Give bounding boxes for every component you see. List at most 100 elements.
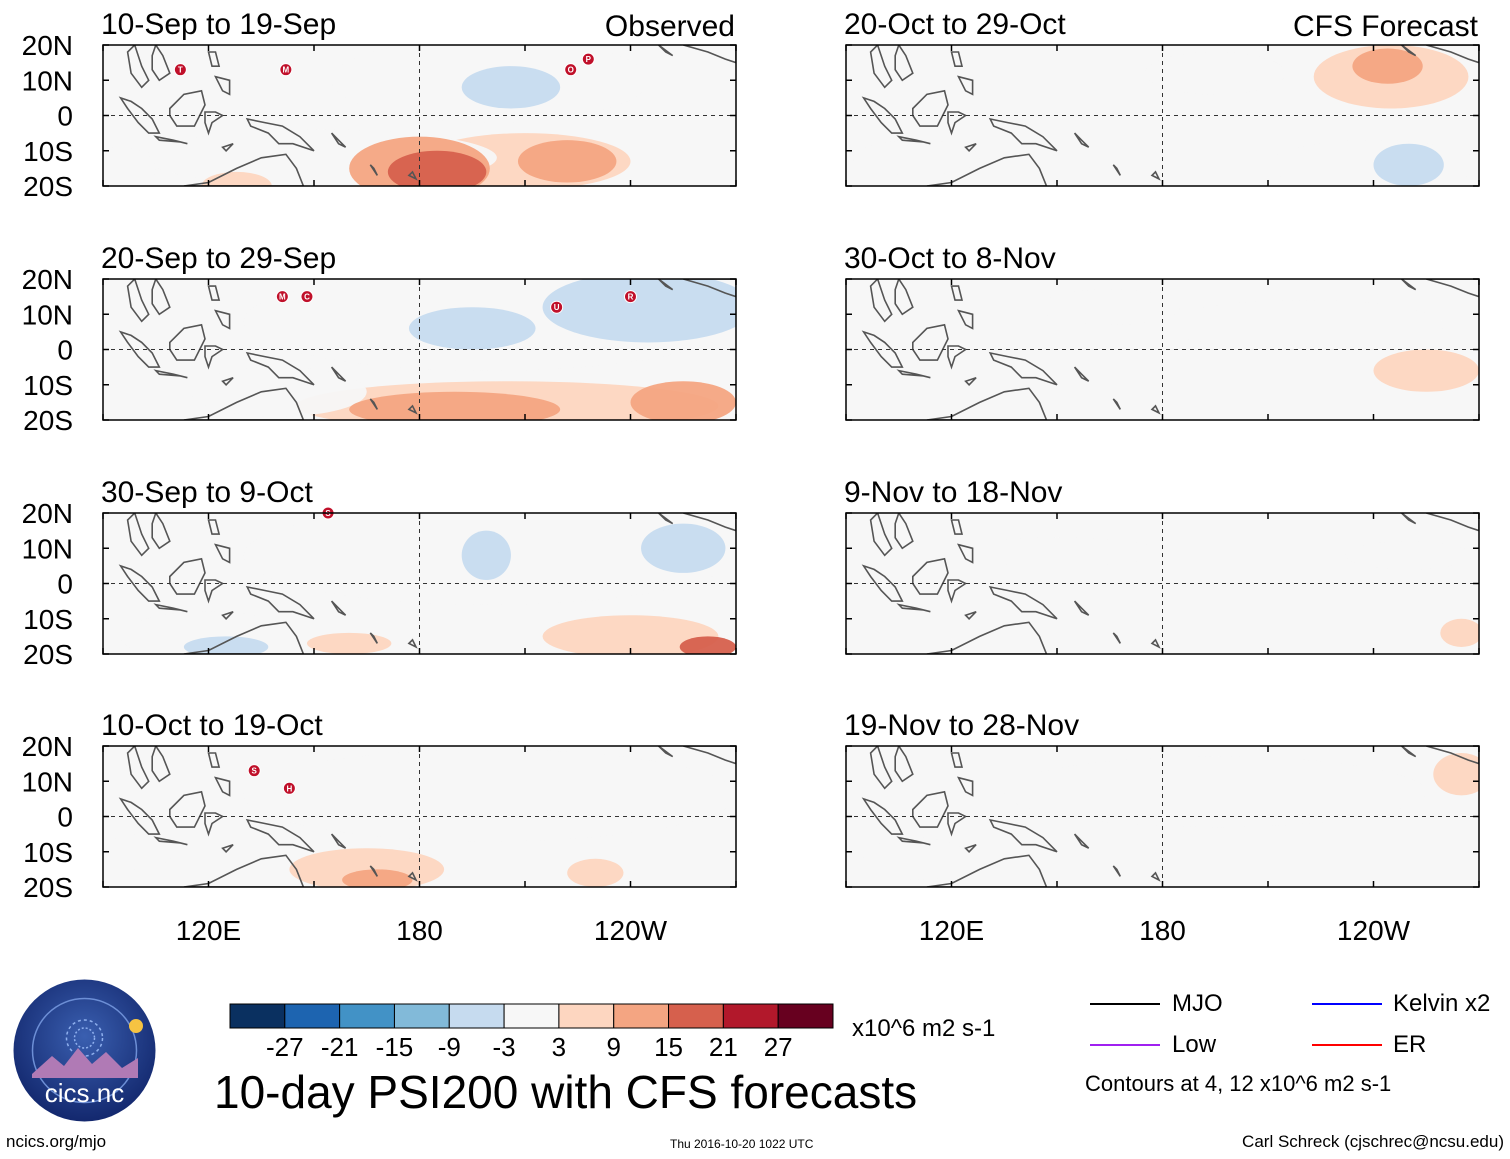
column-header: CFS Forecast (1293, 10, 1479, 43)
land-outline (950, 752, 964, 768)
colorbar-swatch (229, 1003, 286, 1029)
land-outline (894, 45, 914, 82)
land-outline (869, 279, 893, 323)
land-outline (204, 579, 225, 604)
colorbar-tick-label: -21 (321, 1032, 359, 1062)
anomaly-blob (1144, 52, 1286, 95)
storm-marker (564, 63, 578, 77)
lat-tick-label: 10N (22, 299, 73, 330)
timestamp: Thu 2016-10-20 1022 UTC (670, 1137, 814, 1151)
land-outline (126, 746, 150, 790)
land-outline (183, 621, 305, 654)
land-outline (204, 345, 225, 370)
colorbar-tick-label: -15 (376, 1032, 414, 1062)
colorbar-swatch (503, 1003, 560, 1029)
land-outline (894, 746, 914, 783)
panel-title: 9-Nov to 18-Nov (844, 476, 1062, 509)
land-outline (658, 746, 674, 758)
land-outline (683, 45, 736, 64)
lat-tick-label: 20N (22, 731, 73, 762)
panel-title: 20-Oct to 29-Oct (844, 8, 1066, 41)
author-credit: Carl Schreck (cjschrec@ncsu.edu) (1242, 1132, 1504, 1151)
site-url[interactable]: ncics.org/mjo (6, 1132, 107, 1151)
lon-tick-label: 180 (1139, 915, 1186, 946)
land-outline (1401, 45, 1417, 57)
colorbar-tick-label: 3 (552, 1032, 566, 1062)
land-outline (407, 170, 418, 181)
colorbar-swatch (284, 1003, 341, 1029)
land-outline (896, 369, 931, 379)
land-outline (204, 812, 225, 837)
land-outline (183, 387, 305, 420)
colorbar-swatch (339, 1003, 395, 1029)
anomaly-blob (679, 636, 736, 654)
land-outline (1426, 746, 1479, 765)
lat-tick-label: 20S (23, 872, 73, 903)
map-panel: 9-Nov to 18-Nov (844, 476, 1480, 655)
land-outline (221, 610, 234, 620)
coastlines (861, 513, 1479, 654)
land-outline (988, 117, 1058, 152)
land-outline (330, 600, 347, 616)
land-outline (896, 836, 931, 846)
land-outline (896, 603, 931, 613)
anomaly-blob (1373, 143, 1444, 186)
storm-marker (624, 290, 637, 304)
land-outline (151, 746, 171, 783)
anomaly-blob (461, 530, 511, 580)
land-outline (207, 752, 221, 768)
storm-label: H (286, 784, 292, 793)
land-outline (896, 135, 931, 145)
land-outline (861, 564, 904, 602)
anomaly-blob (542, 615, 719, 654)
land-outline (894, 513, 914, 550)
lat-tick-label: 0 (57, 802, 73, 833)
land-outline (1150, 170, 1161, 181)
legend-line-low (1090, 1044, 1160, 1046)
storm-label: U (554, 303, 560, 312)
anomaly-blob (1440, 618, 1479, 647)
lat-tick-label: 20S (23, 405, 73, 436)
anomaly-blob (630, 381, 736, 420)
legend-line-er (1312, 1044, 1382, 1046)
storm-label: R (628, 293, 634, 302)
land-outline (1073, 600, 1090, 616)
land-outline (1401, 279, 1417, 291)
anomaly-blob (201, 171, 272, 186)
anomaly-field (863, 753, 1479, 880)
anomaly-blob (853, 140, 980, 176)
lat-tick-label: 10S (23, 837, 73, 868)
land-outline (118, 330, 161, 368)
lat-tick-label: 20N (22, 30, 73, 61)
land-outline (1401, 513, 1417, 525)
lat-tick-label: 10S (23, 604, 73, 635)
land-outline (861, 797, 904, 835)
storm-label: M (283, 66, 290, 75)
land-outline (153, 603, 188, 613)
land-outline (126, 513, 150, 557)
land-outline (407, 871, 418, 882)
storm-label: P (586, 55, 592, 64)
land-outline (126, 279, 150, 323)
land-outline (207, 519, 221, 535)
storm-marker (282, 781, 296, 795)
land-outline (213, 776, 231, 797)
land-outline (861, 330, 904, 368)
lat-tick-label: 0 (57, 101, 73, 132)
land-outline (153, 135, 188, 145)
lat-tick-label: 0 (57, 335, 73, 366)
land-outline (683, 279, 736, 298)
lat-tick-label: 10N (22, 766, 73, 797)
legend-label-kelvin: Kelvin x2 (1393, 990, 1491, 1017)
colorbar-units: x10^6 m2 s-1 (852, 1015, 996, 1042)
land-outline (118, 564, 161, 602)
colorbar-tick-label: -9 (438, 1032, 461, 1062)
anomaly-blob (951, 537, 1163, 566)
land-outline (1150, 638, 1161, 649)
colorbar-swatch (558, 1003, 615, 1029)
colorbar-swatch (668, 1003, 724, 1029)
coastlines (861, 45, 1479, 186)
lon-tick-label: 120W (1337, 915, 1411, 946)
anomaly-field (853, 45, 1479, 186)
